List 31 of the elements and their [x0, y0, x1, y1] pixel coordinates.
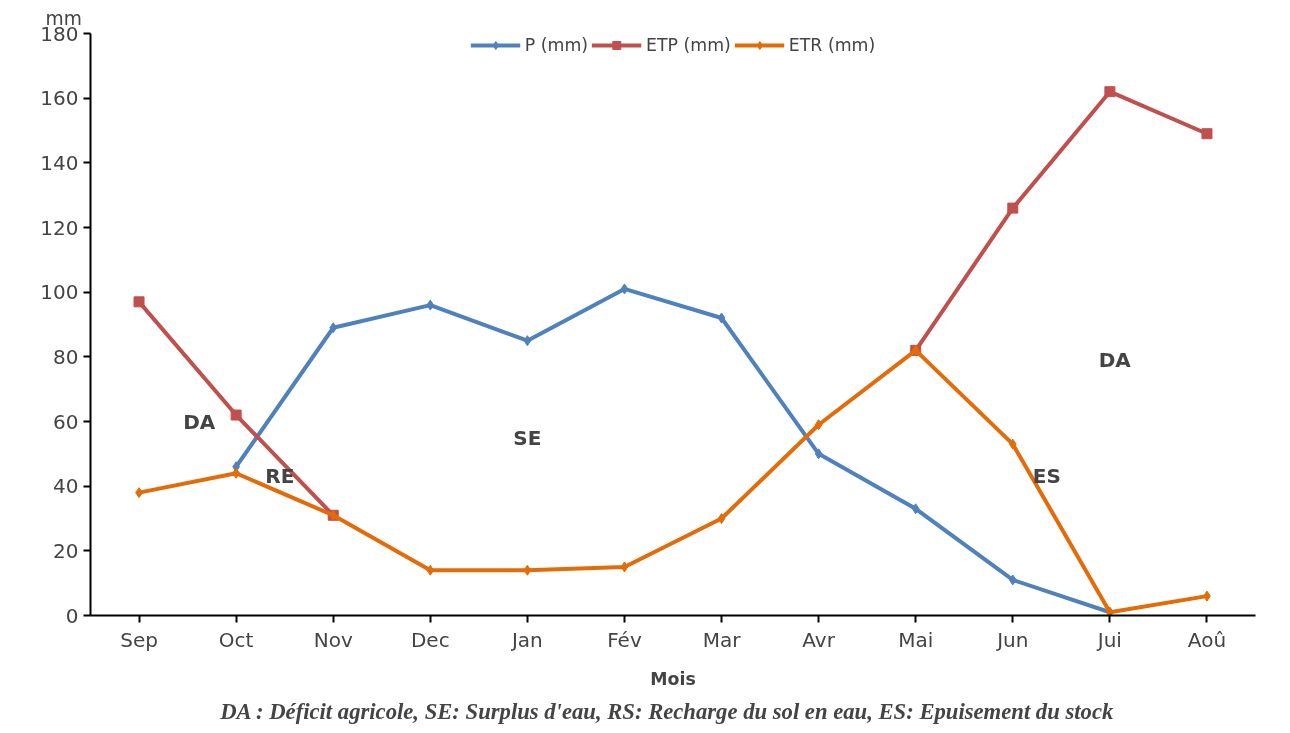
annotation: RE [265, 464, 295, 489]
text: DA : Déficit agricole, SE: Surplus d'eau, RS: Recharge du sol en eau, ES: Epuisement du stock [219, 698, 1114, 724]
y-tick-label: 60 [53, 409, 79, 434]
legend-label: ETP (mm) [646, 35, 731, 55]
y-tick-label: 0 [65, 603, 79, 628]
y-tick-label: 100 [40, 280, 79, 305]
y-tick-label: 120 [40, 215, 79, 240]
x-tick-label: Mai [898, 627, 934, 652]
y-tick-label: 140 [40, 150, 79, 175]
annotation: ES [1032, 464, 1061, 489]
annotation: DA [1098, 348, 1132, 373]
x-axis-title: Mois [650, 668, 696, 689]
y-tick-label: 80 [53, 344, 79, 369]
x-tick-label: Avr [802, 627, 836, 652]
x-tick-label: Aoû [1187, 627, 1227, 652]
x-tick-label: Dec [410, 627, 450, 652]
x-tick-label: Jun [995, 627, 1029, 652]
y-tick-label: 20 [53, 538, 79, 563]
x-tick-label: Fév [607, 627, 642, 652]
x-tick-label: Sep [120, 627, 158, 652]
annotation: SE [513, 425, 542, 450]
x-tick-label: Nov [313, 627, 353, 652]
x-tick-label: Oct [218, 627, 254, 652]
x-tick-label: Jan [509, 627, 543, 652]
y-tick-label: 160 [40, 86, 79, 111]
annotation: DA [183, 409, 216, 434]
y-tick-label: 40 [53, 474, 79, 499]
legend-label: P (mm) [524, 35, 589, 55]
x-tick-label: Jui [1095, 627, 1122, 652]
x-tick-label: Mar [702, 627, 742, 652]
legend-label: ETR (mm) [788, 35, 876, 55]
